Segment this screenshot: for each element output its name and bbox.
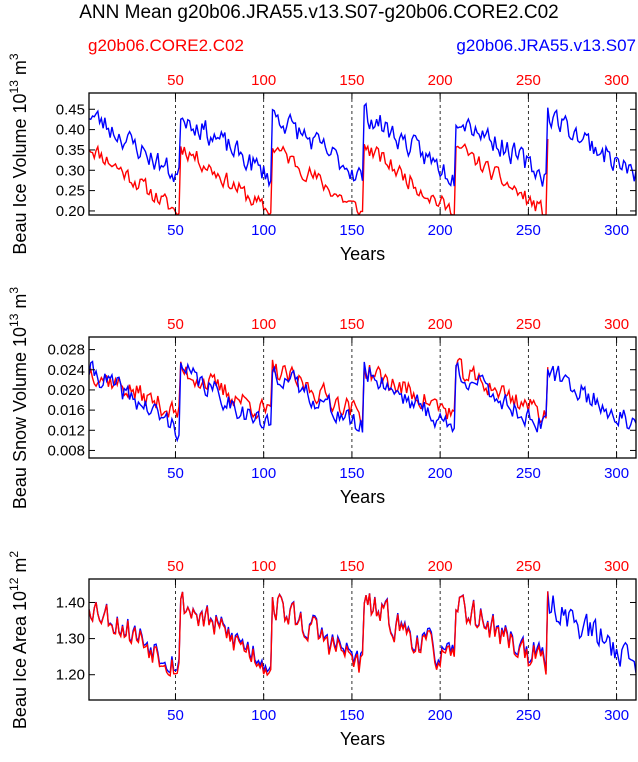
xtick-label-bottom: 100 [251,222,276,239]
xtick-label-top: 250 [516,558,541,575]
xtick-label-bottom: 200 [428,707,453,724]
yaxis-label: Beau Ice Volume 1013 m3 [7,53,30,254]
xtick-label-top: 100 [251,316,276,333]
xtick-label-bottom: 150 [339,707,364,724]
xtick-label-bottom: 250 [516,707,541,724]
ytick-label: 0.20 [56,203,85,220]
xtick-label-bottom: 50 [167,222,184,239]
figure-title: ANN Mean g20b06.JRA55.v13.S07-g20b06.COR… [79,2,559,23]
yaxis-label: Beau Ice Area 1012 m2 [7,551,30,729]
xtick-label-bottom: 100 [251,707,276,724]
xtick-label-top: 250 [516,316,541,333]
xtick-label-bottom: 300 [604,222,629,239]
series-line-blue [89,591,636,674]
xtick-label-top: 50 [167,558,184,575]
xtick-label-top: 100 [251,558,276,575]
series-line-blue [89,360,636,443]
xtick-label-bottom: 200 [428,222,453,239]
xtick-label-top: 150 [339,72,364,89]
panel-ice-volume: 0.20 0.25 0.30 0.35 0.40 0.45 50 100 150 200 250 30… [7,53,637,264]
yaxis-label: Beau Snow Volume 1013 m3 [7,287,30,510]
ytick-label: 0.40 [56,122,85,139]
series-line-red [89,591,549,678]
xaxis-label: Years [340,487,385,507]
ytick-label: 1.20 [56,667,85,684]
panels: 0.20 0.25 0.30 0.35 0.40 0.45 50 100 150 200 250 30… [7,53,637,749]
xtick-label-bottom: 250 [516,465,541,482]
xaxis-label: Years [340,244,385,264]
xaxis-label: Years [340,729,385,749]
xtick-label-top: 200 [428,72,453,89]
panel-ice-area: 1.20 1.30 1.40 50 100 150 200 250 300 50 100 150 200… [7,551,637,749]
xtick-label-bottom: 300 [604,465,629,482]
ytick-label: 0.020 [47,382,85,399]
xtick-label-bottom: 150 [339,222,364,239]
xtick-label-top: 250 [516,72,541,89]
ytick-label: 0.024 [47,362,85,379]
xtick-label-top: 50 [167,72,184,89]
ytick-label: 0.016 [47,402,85,419]
panel-snow-volume: 0.008 0.012 0.016 0.020 0.024 0.028 50 100 150 20… [7,287,637,510]
series-line-red [89,138,549,215]
xtick-label-top: 150 [339,316,364,333]
xtick-label-top: 150 [339,558,364,575]
ytick-label: 1.30 [56,631,85,648]
xtick-label-bottom: 50 [167,707,184,724]
ytick-label: 0.25 [56,183,85,200]
ytick-label: 1.40 [56,594,85,611]
xtick-label-top: 100 [251,72,276,89]
xtick-label-top: 300 [604,558,629,575]
series-line-red [89,357,549,425]
series-line-blue [89,102,636,188]
xtick-label-top: 200 [428,558,453,575]
ytick-label: 0.45 [56,101,85,118]
xtick-label-top: 50 [167,316,184,333]
plot-frame [88,92,637,216]
xtick-label-bottom: 250 [516,222,541,239]
xtick-label-bottom: 300 [604,707,629,724]
legend-right-label: g20b06.JRA55.v13.S07 [456,36,636,55]
ytick-label: 0.008 [47,442,85,459]
ytick-label: 0.028 [47,342,85,359]
xtick-label-top: 300 [604,72,629,89]
ytick-label: 0.012 [47,422,85,439]
ytick-label: 0.35 [56,142,85,159]
ytick-label: 0.30 [56,162,85,179]
xtick-label-top: 200 [428,316,453,333]
xtick-label-bottom: 50 [167,465,184,482]
xtick-label-top: 300 [604,316,629,333]
xtick-label-bottom: 150 [339,465,364,482]
legend-left-label: g20b06.CORE2.C02 [88,36,244,55]
xtick-label-bottom: 200 [428,465,453,482]
xtick-label-bottom: 100 [251,465,276,482]
plot-frame [88,578,637,701]
plot-frame [88,336,637,459]
